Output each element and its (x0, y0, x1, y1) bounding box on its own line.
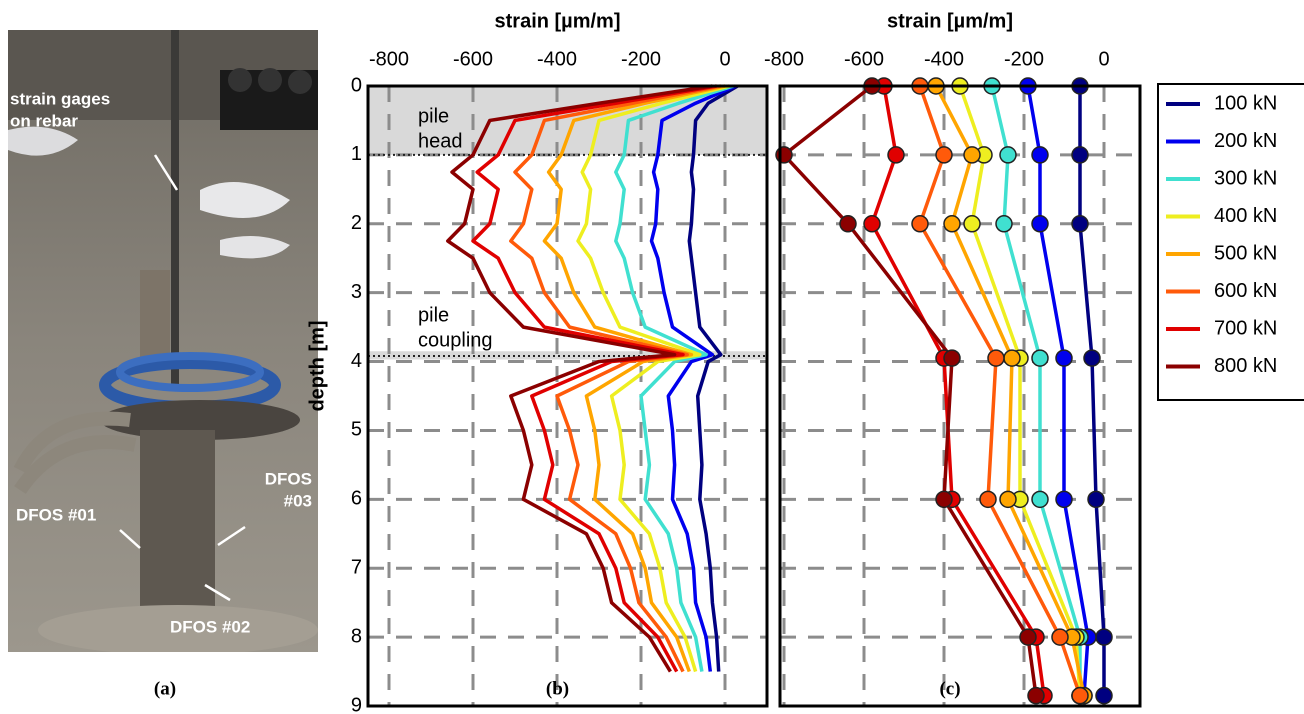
series-line (509, 84, 722, 673)
marker (1071, 686, 1089, 705)
x-tick-label: -600 (453, 48, 493, 70)
series-line (542, 84, 726, 673)
marker (1095, 628, 1113, 646)
marker (1055, 490, 1073, 509)
y-tick-label: 5 (351, 419, 362, 441)
marker (963, 146, 981, 164)
marker (1083, 349, 1101, 367)
marker (979, 490, 997, 509)
legend-label: 300 kN (1214, 167, 1277, 189)
marker (775, 146, 793, 164)
series-line (990, 85, 1082, 696)
series-line (471, 84, 717, 673)
marker (1055, 349, 1073, 367)
x-tick-label: -800 (369, 48, 409, 70)
marker (1071, 215, 1089, 233)
caption: (a) (154, 678, 176, 699)
marker (1003, 349, 1021, 367)
series-line (687, 84, 739, 672)
y-axis-title: depth [m] (306, 320, 328, 411)
marker (1095, 686, 1113, 705)
y-tick-label: 3 (351, 281, 362, 303)
marker (1031, 146, 1049, 164)
marker (935, 490, 953, 509)
y-tick-label: 0 (351, 74, 362, 96)
x-axis-title: strain [µm/m] (495, 10, 621, 32)
caption: (c) (939, 678, 960, 699)
y-tick-label: 2 (351, 212, 362, 234)
annotation: head (418, 130, 463, 152)
annotation: pile (418, 304, 449, 326)
marker (1087, 490, 1105, 509)
arrow (204, 583, 231, 602)
marker (1019, 628, 1037, 646)
arrow (153, 154, 179, 191)
arrow (217, 525, 246, 547)
y-tick-label: 1 (351, 143, 362, 165)
x-axis-title: strain [µm/m] (887, 10, 1013, 32)
marker (1071, 146, 1089, 164)
marker (995, 215, 1013, 233)
x-tick-label: -600 (844, 48, 884, 70)
photo-label: strain gages (10, 89, 110, 108)
marker (935, 146, 953, 164)
x-tick-label: -200 (1004, 48, 1044, 70)
marker (987, 349, 1005, 367)
photo-label: DFOS #01 (16, 505, 96, 524)
arrow (119, 529, 141, 549)
y-tick-label: 4 (351, 350, 362, 372)
x-tick-label: 0 (1098, 48, 1109, 70)
x-tick-label: -400 (924, 48, 964, 70)
legend-label: 100 kN (1214, 92, 1277, 114)
marker (1031, 349, 1049, 367)
marker (887, 146, 905, 164)
annotation: pile (418, 105, 449, 127)
x-tick-label: -400 (537, 48, 577, 70)
marker (1031, 215, 1049, 233)
marker (1027, 686, 1045, 705)
y-tick-label: 9 (351, 694, 362, 714)
marker (963, 215, 981, 233)
legend-label: 400 kN (1214, 205, 1277, 227)
plot-frame (366, 84, 769, 708)
marker (911, 215, 929, 233)
marker (1031, 490, 1049, 509)
photo-label: on rebar (10, 111, 78, 130)
shaded-zone (368, 351, 767, 360)
photo-label: DFOS (265, 469, 312, 488)
series-line (870, 85, 1046, 696)
marker (999, 146, 1017, 164)
marker (863, 215, 881, 233)
marker (1051, 628, 1069, 646)
legend-label: 600 kN (1214, 280, 1277, 302)
series-line (649, 84, 737, 672)
caption: (b) (546, 678, 569, 699)
x-tick-label: -800 (764, 48, 804, 70)
marker (999, 490, 1017, 509)
marker (943, 349, 961, 367)
series-line (446, 84, 713, 673)
legend-label: 700 kN (1214, 317, 1277, 339)
legend-label: 800 kN (1214, 355, 1277, 377)
series-line (614, 84, 734, 672)
marker (943, 215, 961, 233)
plot-frame (778, 84, 1142, 708)
y-tick-label: 6 (351, 488, 362, 510)
marker (839, 215, 857, 233)
legend-label: 500 kN (1214, 242, 1277, 264)
photo-label: #03 (284, 491, 312, 510)
series-line (958, 85, 1082, 696)
series-line (782, 84, 1038, 696)
annotation: coupling (418, 329, 493, 351)
x-tick-label: 0 (719, 48, 730, 70)
series-line (576, 84, 730, 673)
legend-label: 200 kN (1214, 130, 1277, 152)
x-tick-label: -200 (621, 48, 661, 70)
photo (8, 30, 318, 652)
legend-box (1157, 83, 1304, 401)
photo-label: DFOS #02 (170, 617, 250, 636)
y-tick-label: 7 (351, 557, 362, 579)
y-tick-label: 8 (351, 625, 362, 647)
